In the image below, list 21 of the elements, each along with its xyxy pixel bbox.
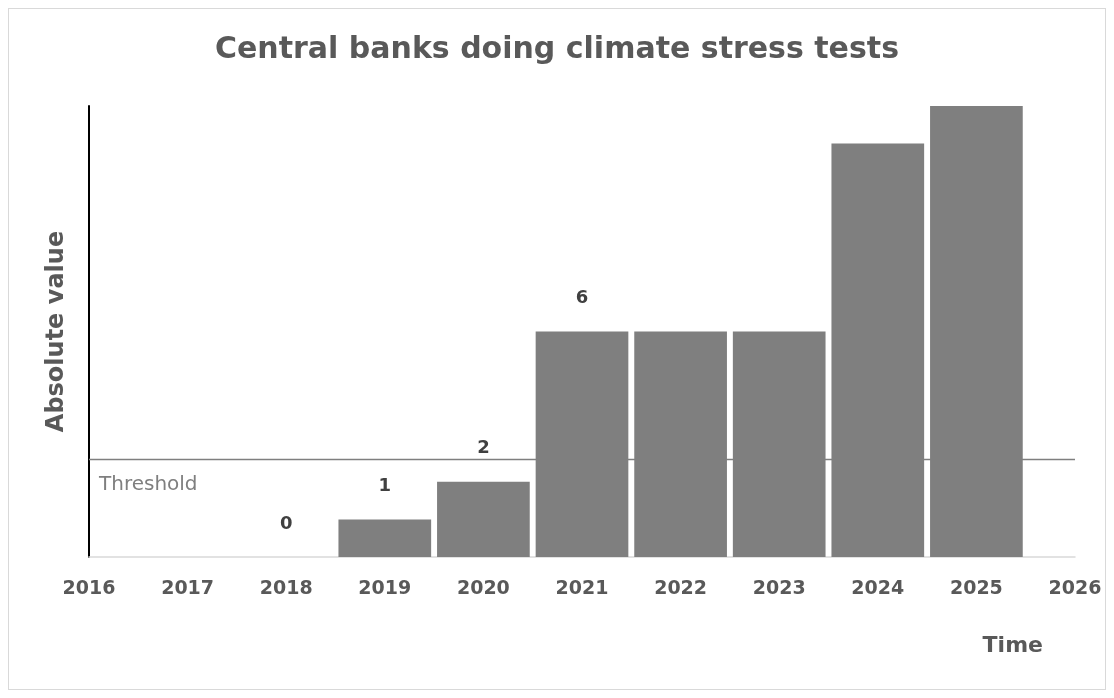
- x-tick-label: 2020: [456, 575, 510, 598]
- y-axis-title: Absolute value: [41, 230, 69, 433]
- data-label: 2: [477, 436, 490, 458]
- bar: [338, 519, 432, 557]
- x-tick-label: 2025: [949, 575, 1003, 598]
- data-label: 0: [279, 511, 293, 533]
- x-tick-label: 2026: [1048, 575, 1102, 598]
- x-tick-label: 2021: [555, 575, 609, 598]
- x-tick-label: 2022: [654, 575, 708, 598]
- x-tick-label: 2023: [752, 575, 806, 598]
- bar: [437, 481, 530, 557]
- data-label: 6: [575, 286, 589, 307]
- x-tick-label: 2024: [851, 575, 905, 598]
- data-label: 1: [378, 473, 392, 495]
- x-tick-label: 2018: [259, 575, 313, 598]
- x-axis-title: Time: [982, 631, 1044, 657]
- x-tick-label: 2017: [161, 575, 215, 598]
- x-tick-label: 2016: [62, 575, 116, 598]
- ref-line-label: Threshold: [98, 471, 198, 496]
- x-tick-label: 2019: [358, 575, 412, 598]
- chart-title: Central banks doing climate stress tests: [214, 29, 900, 65]
